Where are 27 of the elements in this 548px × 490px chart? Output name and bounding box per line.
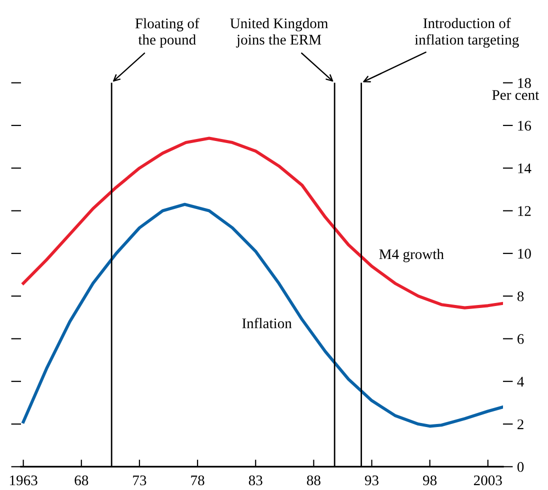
x-tick-label: 83 <box>248 475 262 486</box>
y-tick-label: 4 <box>517 376 524 386</box>
x-tick-label: 1963 <box>10 475 38 486</box>
y-tick-label: 8 <box>517 291 524 302</box>
y-tick-label: 16 <box>518 120 532 131</box>
x-tick-label: 98 <box>423 475 437 486</box>
ref-line-label: United Kingdom joins the ERM <box>230 18 328 48</box>
x-tick-label: 88 <box>306 475 320 486</box>
x-tick-label: 78 <box>191 475 204 486</box>
line-series <box>22 202 503 428</box>
y-tick-label: 18 <box>518 78 531 88</box>
x-tick-label: 68 <box>74 475 88 486</box>
y-tick-label: 12 <box>518 206 531 216</box>
ref-line-label: Floating of the pound <box>135 18 200 48</box>
y-tick-label: 6 <box>518 334 524 344</box>
y-tick-label: 2 <box>518 419 524 430</box>
y-tick-label: 10 <box>518 248 531 259</box>
series-label: Inflation <box>242 318 292 328</box>
ref-line-label: Introduction of inflation targeting <box>414 18 519 48</box>
x-tick-label: 73 <box>133 475 146 486</box>
y-tick-label: 14 <box>518 164 532 174</box>
x-tick-label: 2003 <box>474 475 502 486</box>
line-series <box>22 136 503 310</box>
x-tick-label: 93 <box>364 475 378 486</box>
y-axis-title: Per cent <box>492 90 540 100</box>
y-tick-label: 0 <box>517 462 524 472</box>
series-label: M4 growth <box>379 248 444 262</box>
